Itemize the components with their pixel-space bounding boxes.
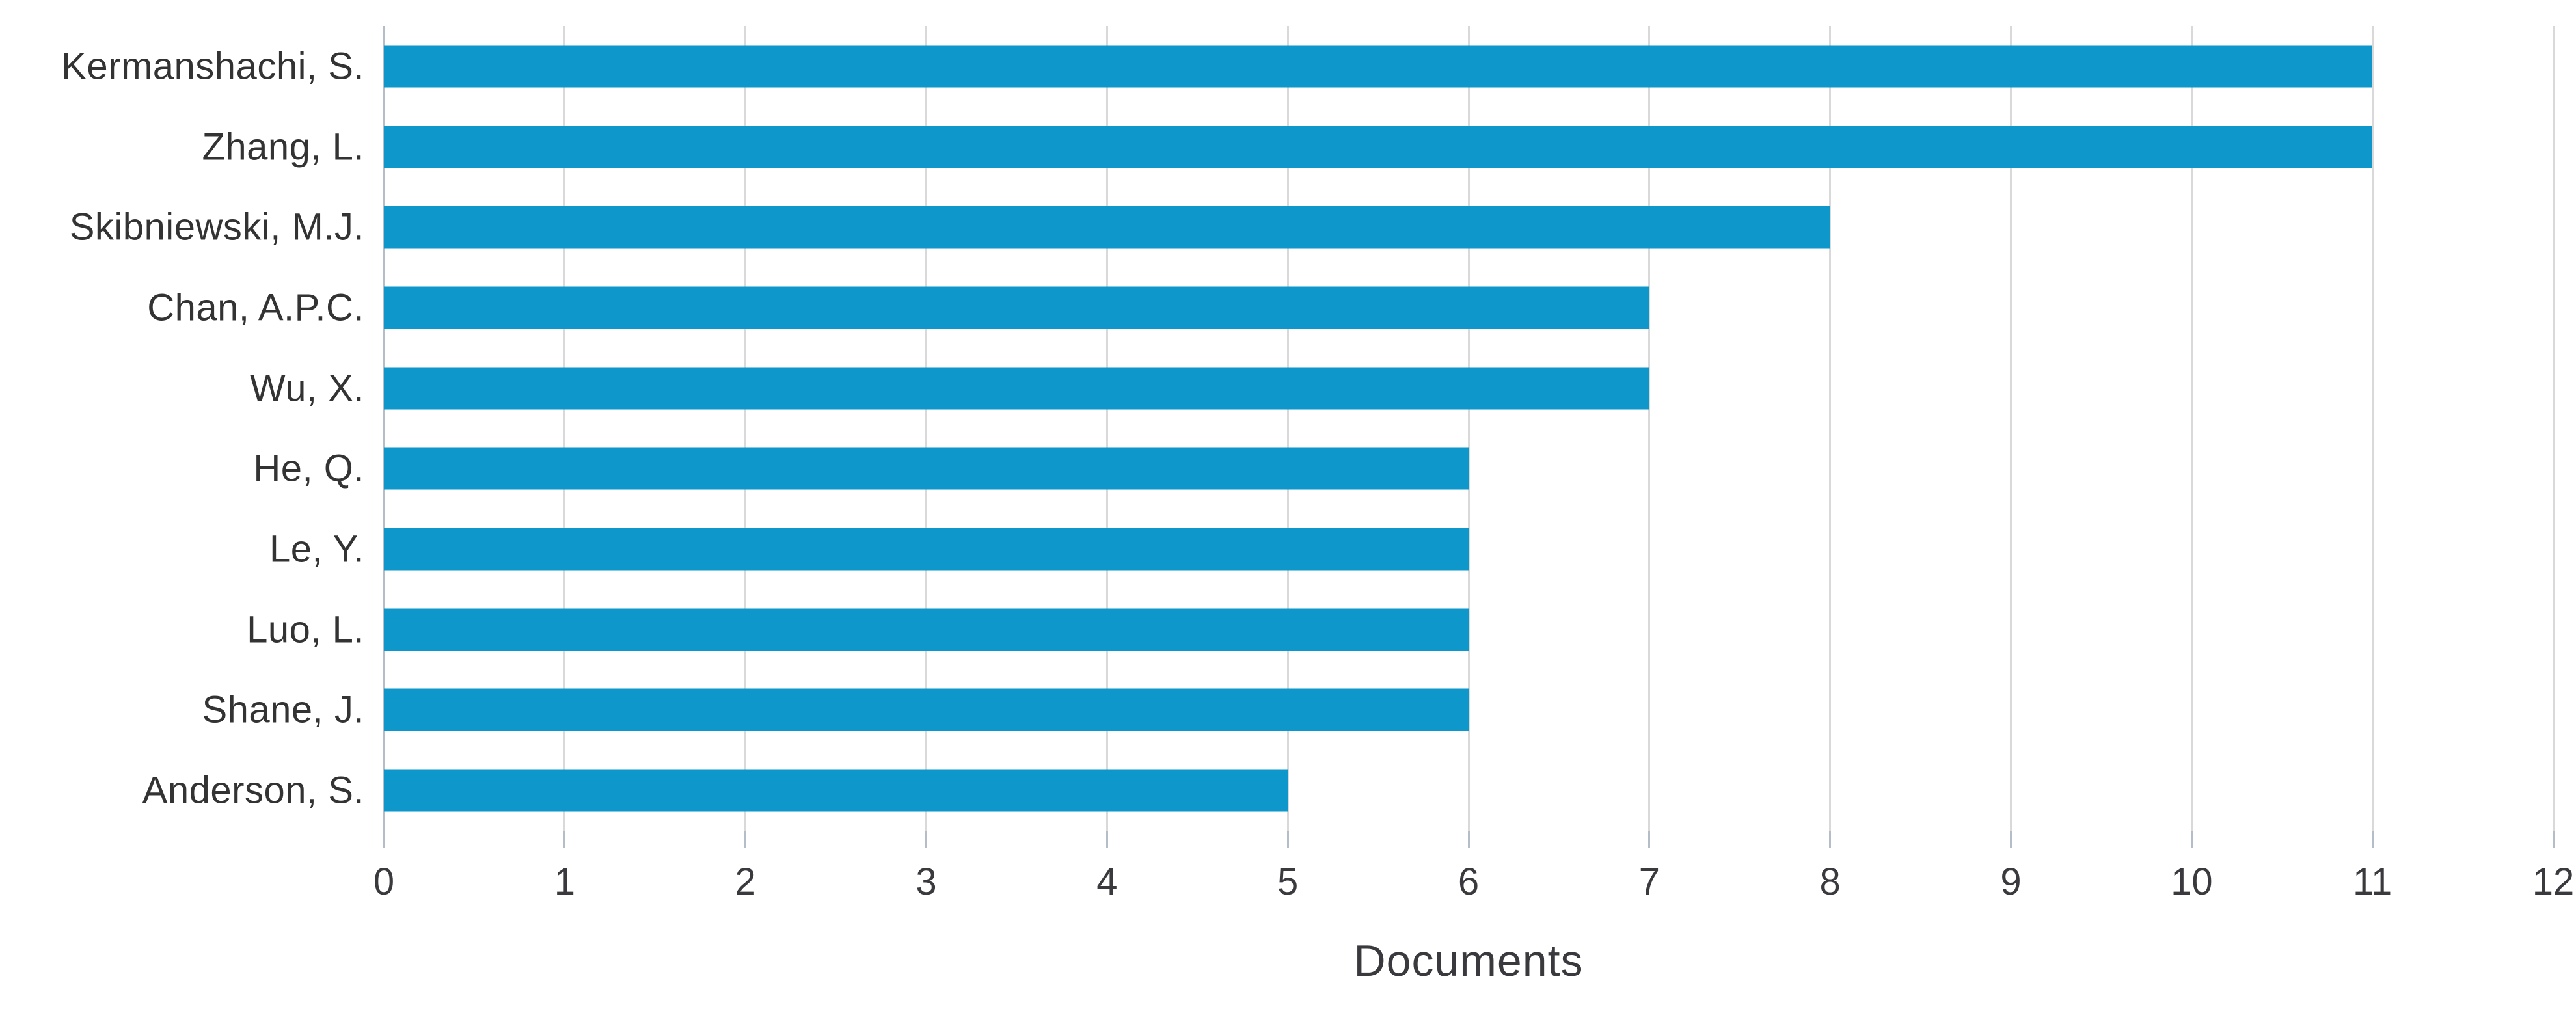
bar bbox=[384, 126, 2373, 168]
x-axis-tick-mark bbox=[1286, 831, 1289, 848]
bar bbox=[384, 688, 1469, 731]
x-axis-tick-label: 10 bbox=[2171, 861, 2213, 903]
bar bbox=[384, 367, 1649, 410]
x-axis-tick-label: 7 bbox=[1638, 861, 1660, 903]
bar-row bbox=[384, 187, 2553, 267]
gridline bbox=[563, 26, 566, 831]
category-label: Anderson, S. bbox=[142, 769, 364, 812]
x-axis-tick-label: 3 bbox=[915, 861, 937, 903]
x-axis-tick-mark bbox=[2190, 831, 2193, 848]
category-label: Luo, L. bbox=[247, 608, 364, 651]
bar bbox=[384, 286, 1649, 329]
category-label: Zhang, L. bbox=[202, 126, 364, 168]
x-axis-tick-mark bbox=[563, 831, 566, 848]
x-axis-tick-mark bbox=[2371, 831, 2374, 848]
x-axis-tick-mark bbox=[1467, 831, 1470, 848]
category-label: He, Q. bbox=[253, 447, 364, 490]
category-label: Le, Y. bbox=[269, 528, 364, 571]
bar-row bbox=[384, 750, 2553, 831]
bar-row bbox=[384, 429, 2553, 509]
bar bbox=[384, 528, 1469, 571]
x-axis-tick-mark bbox=[744, 831, 747, 848]
gridline bbox=[1648, 26, 1651, 831]
bar bbox=[384, 769, 1288, 812]
x-axis-tick-label: 0 bbox=[373, 861, 395, 903]
bar-row bbox=[384, 348, 2553, 429]
plot-area bbox=[383, 26, 2555, 831]
x-axis-tick-mark bbox=[1829, 831, 1832, 848]
x-axis-tick-label: 9 bbox=[2000, 861, 2022, 903]
gridline bbox=[2552, 26, 2555, 831]
bar-row bbox=[384, 26, 2553, 107]
category-label: Wu, X. bbox=[250, 367, 364, 410]
bar-row bbox=[384, 107, 2553, 187]
bar-row bbox=[384, 267, 2553, 348]
bar-row bbox=[384, 589, 2553, 670]
x-axis-tick-label: 12 bbox=[2532, 861, 2575, 903]
category-label: Kermanshachi, S. bbox=[61, 45, 364, 88]
gridline bbox=[2010, 26, 2012, 831]
x-axis-tick-mark bbox=[2010, 831, 2012, 848]
gridline bbox=[925, 26, 927, 831]
x-axis-tick-label: 5 bbox=[1277, 861, 1299, 903]
bar bbox=[384, 447, 1469, 490]
category-label: Skibniewski, M.J. bbox=[69, 206, 364, 249]
x-axis-tick-label: 11 bbox=[2353, 861, 2393, 903]
x-axis-tick-label: 1 bbox=[554, 861, 575, 903]
gridline bbox=[1286, 26, 1289, 831]
x-axis-tick-mark bbox=[2552, 831, 2555, 848]
x-axis-tick-label: 2 bbox=[735, 861, 756, 903]
bar bbox=[384, 45, 2373, 88]
bar bbox=[384, 206, 1830, 249]
bar-row bbox=[384, 670, 2553, 751]
x-axis-tick-mark bbox=[383, 831, 385, 848]
category-label: Chan, A.P.C. bbox=[147, 286, 364, 329]
bar-row bbox=[384, 509, 2553, 589]
x-axis-tick-label: 4 bbox=[1096, 861, 1118, 903]
category-label: Shane, J. bbox=[202, 688, 364, 731]
gridline bbox=[1467, 26, 1470, 831]
x-axis-tick-label: 8 bbox=[1819, 861, 1841, 903]
x-axis-tick-mark bbox=[1105, 831, 1108, 848]
bar bbox=[384, 608, 1469, 651]
x-axis-tick-mark bbox=[1648, 831, 1651, 848]
y-axis-line bbox=[383, 26, 385, 831]
gridline bbox=[2371, 26, 2374, 831]
gridline bbox=[1105, 26, 1108, 831]
gridline bbox=[744, 26, 747, 831]
x-axis-tick-mark bbox=[925, 831, 927, 848]
x-axis-tick-label: 6 bbox=[1457, 861, 1480, 903]
gridline bbox=[1829, 26, 1832, 831]
x-axis-title: Documents bbox=[1353, 936, 1584, 986]
gridline bbox=[2190, 26, 2193, 831]
